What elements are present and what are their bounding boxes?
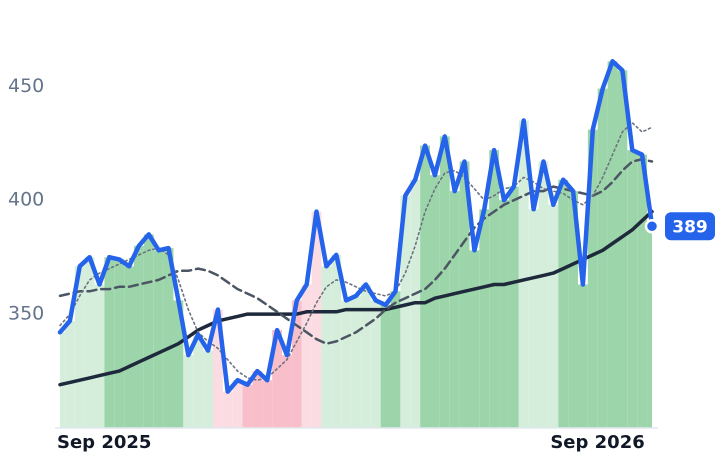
shade-column (84, 257, 95, 428)
shade-column (587, 129, 598, 428)
shade-column (489, 150, 500, 428)
shade-column (647, 225, 652, 428)
shade-column (380, 305, 391, 428)
shade-column (508, 186, 519, 428)
y-tick-label: 350 (8, 303, 44, 325)
shade-column (360, 284, 371, 428)
shade-column (222, 391, 233, 428)
last-price-label: 389 (672, 217, 708, 237)
shade-column (134, 245, 144, 428)
shading (60, 61, 652, 429)
lines (57, 59, 655, 394)
shade-column (400, 195, 411, 428)
shade-column (528, 209, 539, 428)
shade-column (252, 371, 263, 428)
shade-column (262, 380, 273, 428)
shade-column (124, 266, 134, 428)
y-tick-label: 450 (8, 75, 44, 97)
shade-column (173, 300, 184, 428)
shade-column (430, 175, 440, 428)
shade-column (64, 320, 75, 428)
shade-column (578, 284, 588, 428)
shade-column (479, 209, 490, 428)
shade-column (627, 150, 638, 428)
shade-column (499, 200, 509, 428)
shade-column (420, 145, 430, 429)
shade-column (568, 191, 578, 428)
shade-column (242, 384, 253, 428)
shade-column (232, 380, 243, 428)
shade-column (183, 355, 194, 428)
x-tick-label: Sep 2026 (550, 432, 644, 453)
shade-column (60, 332, 65, 428)
shade-column (163, 248, 174, 428)
shade-column (212, 309, 223, 428)
shade-column (518, 120, 529, 428)
shade-column (282, 355, 292, 428)
shade-column (153, 250, 164, 428)
shade-column (617, 70, 628, 428)
shade-column (291, 300, 302, 428)
moving-average (58, 209, 654, 387)
shade-column (351, 295, 361, 428)
shade-column (203, 350, 213, 428)
shade-column (370, 300, 381, 428)
shade-column (548, 204, 559, 428)
shade-column (469, 250, 480, 428)
shade-column (597, 88, 608, 428)
shade-column (143, 234, 154, 428)
shade-column (558, 179, 569, 428)
price-line (57, 59, 655, 394)
shade-column (321, 266, 332, 428)
shade-column (193, 334, 204, 428)
shade-column (301, 284, 312, 428)
shade-column (94, 284, 105, 428)
moving-average (58, 157, 654, 345)
last-price-dot (644, 219, 660, 234)
x-tick-label: Sep 2025 (57, 432, 151, 453)
shade-column (538, 161, 549, 428)
shade-column (114, 259, 125, 428)
shade-column (459, 161, 470, 428)
shade-column (74, 266, 85, 428)
last-price-badge (665, 212, 715, 241)
shade-column (449, 191, 460, 428)
shade-column (311, 211, 322, 428)
shade-column (272, 330, 282, 428)
shade-column (439, 136, 450, 428)
shade-column (104, 257, 115, 428)
y-tick-label: 400 (8, 189, 44, 211)
shade-column (390, 291, 401, 428)
shade-column (341, 300, 352, 428)
shade-column (637, 154, 648, 428)
